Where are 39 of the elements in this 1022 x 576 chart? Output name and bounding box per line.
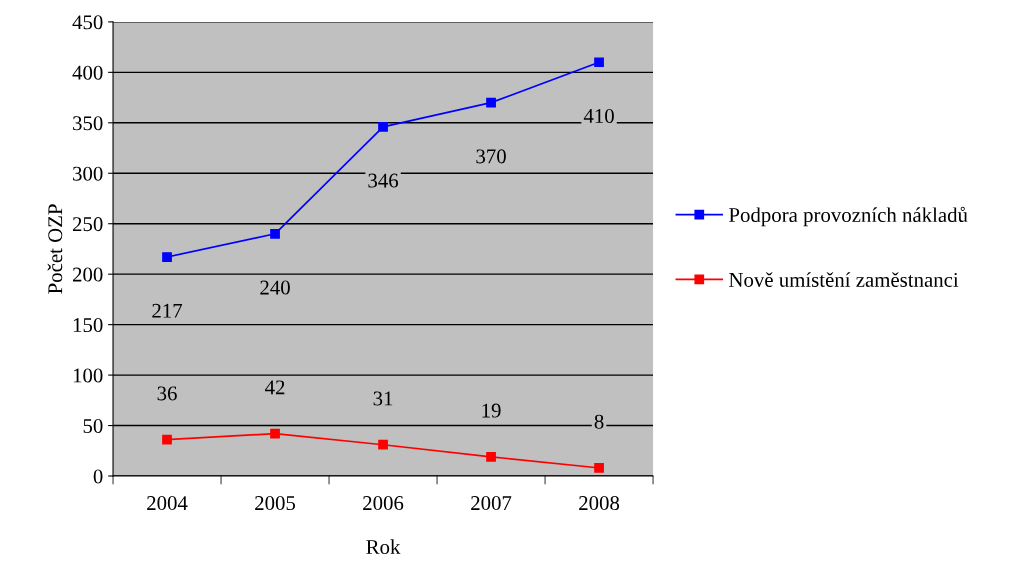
point — [270, 428, 280, 439]
y-tick-label: 400 — [72, 65, 103, 80]
point — [162, 252, 172, 262]
data-label: 346 — [368, 173, 399, 188]
data-label: 217 — [152, 303, 183, 318]
y-tick-label: 150 — [73, 318, 103, 333]
data-label: 8 — [594, 414, 604, 429]
point — [270, 228, 280, 239]
x-tick-label: 2006 — [363, 496, 404, 511]
data-label: 410 — [583, 108, 614, 124]
y-tick-label: 200 — [72, 267, 103, 282]
legend-label: Nově umístění zaměstnanci — [729, 272, 959, 287]
x-tick-label: 2005 — [255, 496, 296, 511]
x-tick-label: 2007 — [471, 496, 512, 511]
x-tick-label: 2004 — [147, 496, 188, 511]
y-tick-label: 450 — [72, 15, 103, 30]
data-label: 19 — [482, 403, 501, 418]
point — [486, 451, 496, 462]
y-tick-label: 50 — [83, 418, 103, 433]
y-tick-label: 100 — [73, 368, 103, 383]
point — [486, 97, 496, 108]
y-tick-label: 300 — [73, 166, 103, 181]
point — [594, 463, 604, 473]
legend-label: Podpora provozních nákladů — [729, 206, 968, 227]
data-label: 370 — [476, 149, 506, 164]
data-label: 42 — [265, 380, 285, 395]
y-tick-label: 250 — [72, 217, 103, 232]
point — [378, 121, 388, 132]
y-axis-title: Počet OZP — [47, 204, 63, 294]
y-tick-label: 350 — [73, 116, 103, 131]
point — [162, 434, 172, 445]
x-tick-label: 2008 — [579, 496, 620, 511]
point — [594, 57, 604, 68]
data-label: 36 — [157, 386, 177, 401]
data-label: 240 — [260, 280, 290, 295]
data-label: 31 — [373, 391, 393, 406]
y-tick-label: 0 — [93, 469, 103, 484]
x-axis-title: Rok — [366, 539, 401, 555]
point — [378, 439, 388, 450]
